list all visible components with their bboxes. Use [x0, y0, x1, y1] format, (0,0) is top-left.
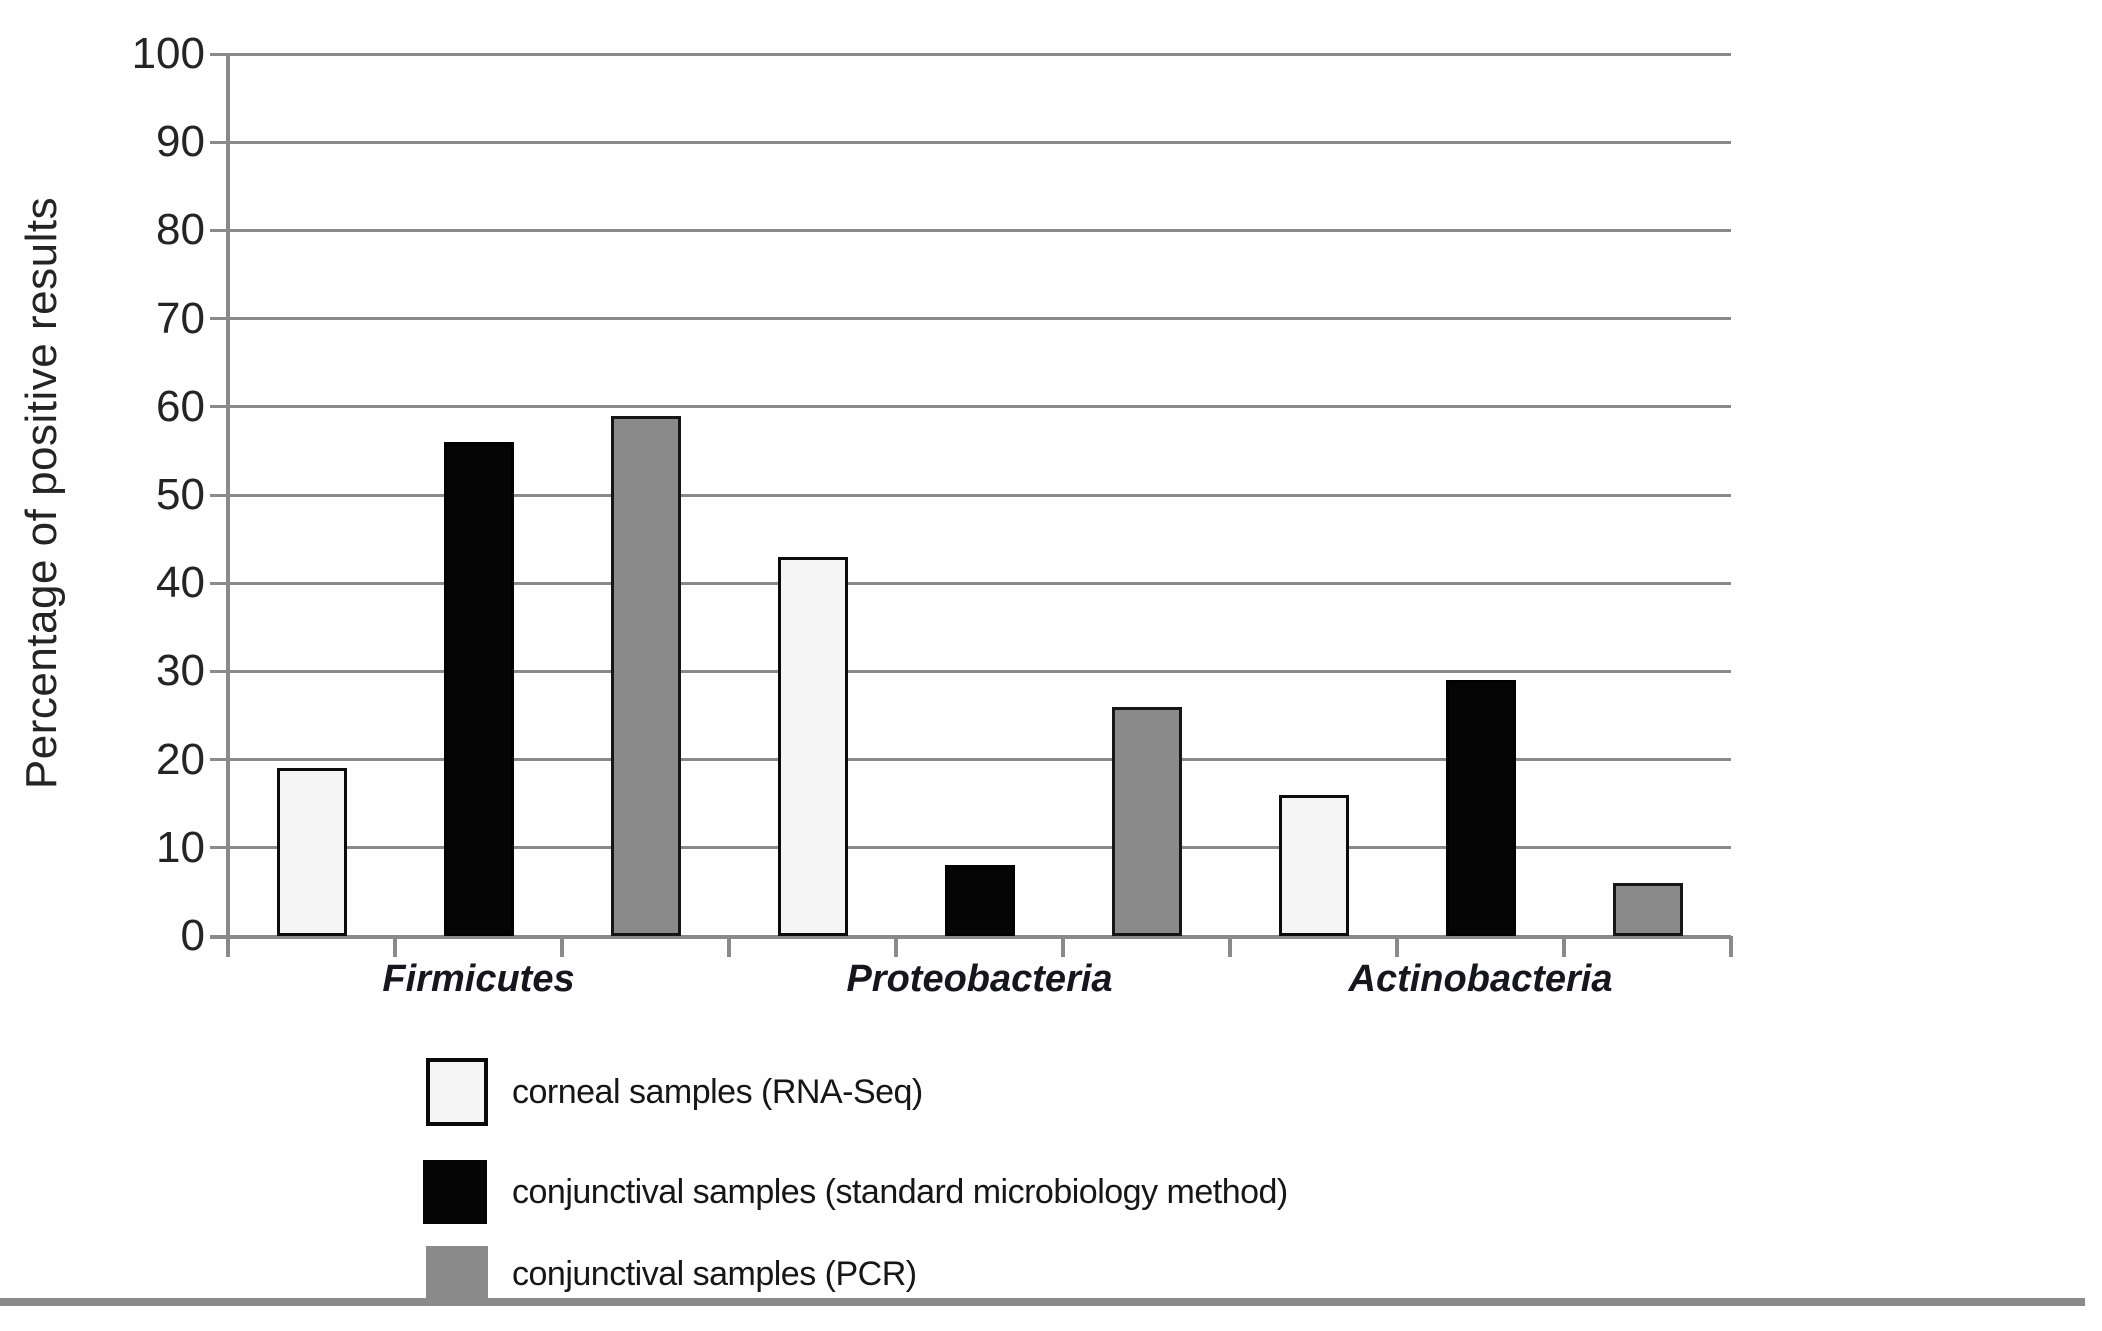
- bar-proteobacteria-conjunctival-microbiology: [944, 865, 1015, 936]
- y-tick-label: 0: [180, 911, 205, 960]
- gridline: [210, 228, 1731, 232]
- y-tick-label: 50: [156, 470, 205, 519]
- y-tick-label: 60: [156, 381, 205, 431]
- x-axis-tick: [560, 936, 564, 957]
- gridline: [210, 140, 1731, 144]
- gridline: [210, 669, 1731, 673]
- bar-actinobacteria-conjunctival-pcr: [1612, 883, 1683, 936]
- x-axis-tick: [894, 936, 898, 957]
- gridline: [210, 493, 1731, 497]
- legend-label: conjunctival samples (standard microbiol…: [512, 1173, 1288, 1211]
- y-tick-label: 90: [156, 117, 205, 167]
- x-axis-tick: [1729, 936, 1733, 957]
- category-label-firmicutes: Firmicutes: [382, 958, 575, 1000]
- x-axis-tick: [226, 936, 230, 957]
- y-tick-label: 70: [156, 293, 205, 343]
- x-axis-tick: [1562, 936, 1566, 957]
- gridline: [210, 846, 1731, 850]
- category-label-proteobacteria: Proteobacteria: [846, 958, 1113, 1000]
- gridline: [210, 317, 1731, 321]
- category-label-actinobacteria: Actinobacteria: [1348, 958, 1613, 1000]
- legend-swatch-white: [426, 1058, 488, 1126]
- y-tick-label: 40: [156, 558, 205, 608]
- x-axis-tick: [1228, 936, 1232, 957]
- y-tick-label: 100: [131, 29, 205, 78]
- bar-proteobacteria-corneal-rna-seq: [777, 556, 848, 936]
- y-tick-label: 10: [156, 822, 205, 872]
- y-tick-label: 30: [156, 646, 205, 696]
- bar-proteobacteria-conjunctival-pcr: [1111, 706, 1182, 936]
- bar-firmicutes-corneal-rna-seq: [276, 768, 347, 936]
- bar-actinobacteria-corneal-rna-seq: [1278, 794, 1349, 936]
- gridline: [210, 52, 1731, 56]
- legend-label: conjunctival samples (PCR): [512, 1255, 917, 1293]
- bottom-separator-line: [0, 1298, 2085, 1306]
- legend-label: corneal samples (RNA-Seq): [512, 1073, 923, 1111]
- bar-firmicutes-conjunctival-pcr: [610, 415, 681, 936]
- gridline: [210, 758, 1731, 762]
- bar-actinobacteria-conjunctival-microbiology: [1445, 680, 1516, 936]
- x-axis-tick: [727, 936, 731, 957]
- gridline: [210, 934, 1731, 939]
- y-tick-label: 80: [156, 205, 205, 255]
- bar-firmicutes-conjunctival-microbiology: [443, 442, 514, 936]
- y-tick-label: 20: [156, 734, 205, 784]
- y-axis-line: [226, 54, 230, 950]
- x-axis-tick: [1395, 936, 1399, 957]
- x-axis-tick: [1061, 936, 1065, 957]
- gridline: [210, 581, 1731, 585]
- legend-swatch-gray: [426, 1246, 488, 1302]
- x-axis-tick: [393, 936, 397, 957]
- gridline: [210, 405, 1731, 409]
- legend-swatch-black: [423, 1160, 487, 1224]
